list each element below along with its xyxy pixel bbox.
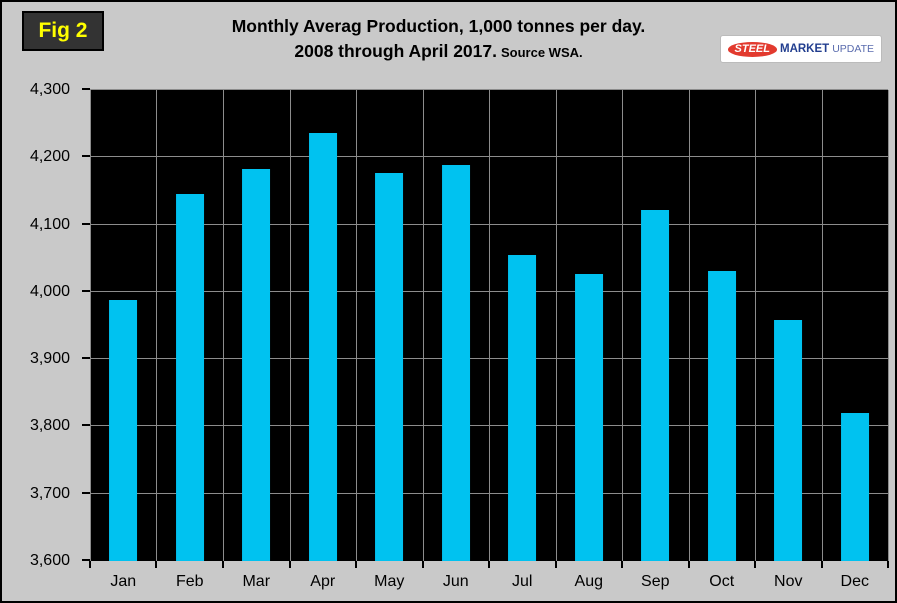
x-axis-tick xyxy=(554,561,557,568)
bar-may xyxy=(375,173,404,561)
chart-title-period: 2008 through April 2017. xyxy=(294,41,497,62)
vertical-gridline xyxy=(555,90,557,561)
vertical-gridline xyxy=(888,90,889,561)
x-tick-label: Jun xyxy=(442,573,469,590)
bar-apr xyxy=(308,133,337,561)
vertical-gridline xyxy=(90,90,91,561)
horizontal-gridline xyxy=(90,89,888,90)
bar-sep xyxy=(641,209,670,561)
x-axis-tick xyxy=(89,561,91,568)
y-tick-label: 4,200 xyxy=(29,148,70,166)
bar-oct xyxy=(707,271,736,561)
x-axis-tick xyxy=(488,561,490,568)
vertical-gridline xyxy=(688,90,690,561)
y-axis-tick xyxy=(82,88,90,90)
x-axis-tick xyxy=(221,561,224,568)
y-axis-tick xyxy=(82,491,90,494)
bar-dec xyxy=(840,412,869,561)
x-tick-label: Dec xyxy=(840,573,869,590)
bar-mar xyxy=(242,168,271,561)
x-tick-label: Nov xyxy=(774,573,803,590)
y-axis-tick xyxy=(82,357,90,360)
bar-jul xyxy=(508,254,537,561)
y-axis-tick xyxy=(82,289,90,292)
chart-title: Monthly Averag Production, 1,000 tonnes … xyxy=(132,14,745,65)
x-tick-label: Feb xyxy=(175,573,204,590)
x-axis-tick xyxy=(754,561,756,568)
y-tick-label: 3,800 xyxy=(29,417,70,435)
y-axis-tick xyxy=(82,155,90,158)
plot-area xyxy=(82,88,889,568)
y-axis-tick xyxy=(82,424,90,427)
x-axis-tick xyxy=(620,561,623,568)
figure-label: Fig 2 xyxy=(38,19,88,42)
vertical-gridline xyxy=(355,90,357,561)
vertical-gridline xyxy=(156,90,158,561)
x-tick-label: Oct xyxy=(709,573,735,590)
x-tick-label: May xyxy=(374,573,405,590)
y-tick-label: 3,900 xyxy=(29,350,70,368)
y-axis-labels: 4,300 4,200 4,100 4,000 3,900 3,800 3,700 3,600 xyxy=(2,81,82,569)
x-tick-label: Aug xyxy=(574,573,603,590)
logo-market-text: MARKET xyxy=(779,43,830,55)
y-tick-label: 4,000 xyxy=(29,282,70,300)
steel-market-update-logo: STEEL MARKET UPDATE xyxy=(719,35,882,63)
y-tick-label: 4,300 xyxy=(29,81,70,98)
chart-title-line2: 2008 through April 2017. Source WSA. xyxy=(132,39,745,64)
logo-update-text: UPDATE xyxy=(832,43,874,55)
x-axis-labels: Jan Feb Mar Apr May Jun Jul Aug Sep Oct Nov Dec xyxy=(90,568,888,596)
x-axis-tick xyxy=(687,561,690,568)
x-axis-tick xyxy=(887,561,889,568)
bar-jan xyxy=(109,299,138,561)
x-tick-label: Jan xyxy=(110,573,137,590)
vertical-gridline xyxy=(489,90,490,561)
y-axis-tick xyxy=(82,559,90,561)
x-tick-label: Mar xyxy=(242,573,271,590)
y-axis-tick xyxy=(82,222,90,225)
x-axis-tick xyxy=(421,561,424,568)
vertical-gridline xyxy=(621,90,623,561)
chart-source: Source WSA. xyxy=(500,45,583,61)
y-tick-label: 3,600 xyxy=(29,552,70,569)
vertical-gridline xyxy=(222,90,224,561)
vertical-gridline xyxy=(755,90,756,561)
vertical-gridline xyxy=(821,90,823,561)
x-tick-label: Sep xyxy=(641,573,670,590)
x-axis-tick xyxy=(155,561,158,568)
figure-label-box: Fig 2 xyxy=(22,11,104,51)
x-axis-tick xyxy=(288,561,291,568)
chart-title-line1: Monthly Averag Production, 1,000 tonnes … xyxy=(231,16,646,36)
vertical-gridline xyxy=(289,90,291,561)
bar-nov xyxy=(774,320,803,561)
logo-steel-badge: STEEL xyxy=(727,41,777,57)
y-tick-label: 3,700 xyxy=(29,484,70,502)
x-axis-tick xyxy=(820,561,823,568)
y-tick-label: 4,100 xyxy=(29,215,70,233)
x-tick-label: Jul xyxy=(512,573,533,590)
bar-aug xyxy=(574,274,603,561)
bar-feb xyxy=(175,193,204,561)
x-axis-tick xyxy=(354,561,357,568)
bar-jun xyxy=(441,165,470,561)
x-tick-label: Apr xyxy=(310,573,336,590)
vertical-gridline xyxy=(422,90,424,561)
